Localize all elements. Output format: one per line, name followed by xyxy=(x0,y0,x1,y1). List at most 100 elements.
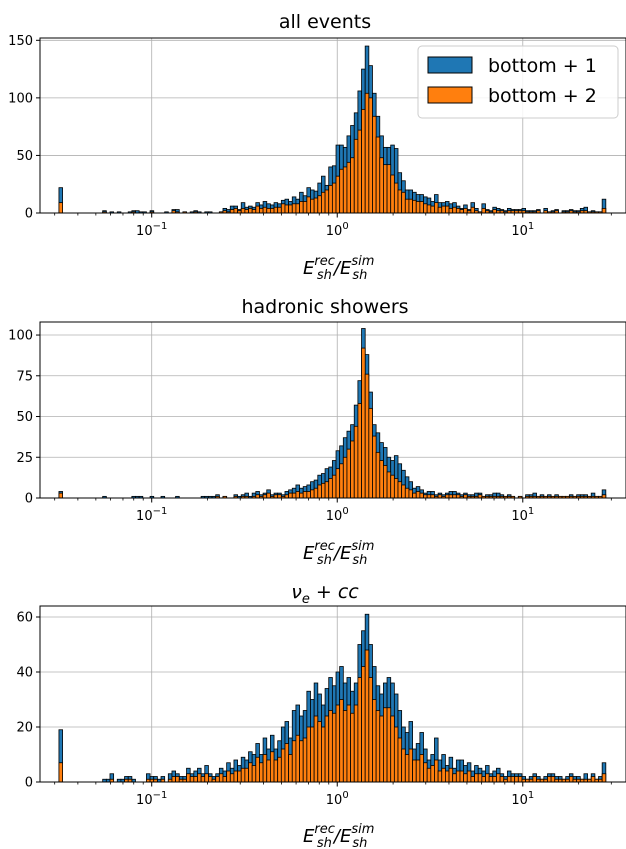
bar xyxy=(441,767,446,783)
bar xyxy=(310,726,315,783)
x-tick-base: 10 xyxy=(326,793,343,808)
bar xyxy=(251,765,257,783)
bar xyxy=(269,207,275,214)
xlabel-e1: E xyxy=(303,826,315,847)
bar xyxy=(317,721,322,783)
bar xyxy=(550,776,556,783)
x-tick-base: 10 xyxy=(136,793,153,808)
bar xyxy=(419,492,424,499)
bar xyxy=(353,704,359,783)
bar xyxy=(331,474,337,499)
x-tick-label: 101 xyxy=(511,221,534,239)
y-tick-label: 50 xyxy=(16,149,33,164)
bar xyxy=(262,754,268,783)
bar xyxy=(222,776,228,783)
bar xyxy=(393,182,399,214)
bar xyxy=(430,765,435,783)
bar xyxy=(379,715,384,783)
bar xyxy=(466,770,472,783)
bar xyxy=(277,206,282,214)
bar xyxy=(510,776,516,783)
x-tick-label: 10−1 xyxy=(136,506,167,524)
bar xyxy=(444,770,450,783)
bar xyxy=(229,209,235,214)
bar xyxy=(208,776,213,783)
xlabel-sup2: sim xyxy=(351,254,374,269)
bar xyxy=(288,204,293,214)
y-tick-label: 0 xyxy=(25,207,33,222)
bar xyxy=(547,776,552,783)
x-tick-label: 100 xyxy=(326,506,349,524)
bar xyxy=(401,484,406,499)
x-tick-label: 100 xyxy=(326,221,349,239)
y-tick-label: 150 xyxy=(8,34,33,49)
bar xyxy=(346,448,352,499)
bar xyxy=(357,129,362,214)
bar xyxy=(328,478,333,499)
bar xyxy=(383,707,388,783)
bar xyxy=(342,456,348,499)
bar xyxy=(401,748,406,783)
bar xyxy=(408,489,413,499)
bar xyxy=(481,207,486,214)
y-tick-label: 0 xyxy=(25,776,33,791)
bar xyxy=(372,115,377,214)
bar xyxy=(339,699,344,783)
bar xyxy=(280,203,286,214)
bar xyxy=(393,478,399,499)
bar xyxy=(331,712,337,783)
bar xyxy=(444,205,450,214)
bar xyxy=(324,715,330,783)
bar xyxy=(306,196,311,214)
bar xyxy=(404,198,410,214)
bar xyxy=(452,206,457,214)
bar xyxy=(321,482,326,499)
x-tick-exponent: 0 xyxy=(342,221,348,232)
series-2 xyxy=(58,347,607,499)
legend: bottom + 1 bottom + 2 xyxy=(417,45,619,119)
bar xyxy=(262,206,268,214)
y-tick-label: 20 xyxy=(16,721,33,736)
xlabel-e1: E xyxy=(303,258,315,279)
bar xyxy=(197,773,202,783)
bar xyxy=(590,776,596,783)
bar xyxy=(350,440,355,499)
x-tick-label: 100 xyxy=(326,790,349,808)
bar xyxy=(448,207,454,214)
bar xyxy=(266,759,271,783)
y-tick-label: 50 xyxy=(16,410,33,425)
bar xyxy=(273,759,279,783)
bar xyxy=(277,756,282,783)
y-tick-label: 25 xyxy=(16,451,33,466)
bar xyxy=(404,487,410,499)
series-2 xyxy=(58,92,607,214)
bar xyxy=(339,168,344,214)
bar xyxy=(193,776,198,783)
bar xyxy=(335,704,341,783)
legend-label: bottom + 2 xyxy=(488,85,597,107)
bar xyxy=(375,710,381,783)
bar xyxy=(386,707,392,783)
bar xyxy=(485,773,490,783)
bar xyxy=(393,726,399,783)
bar xyxy=(244,767,249,783)
bar xyxy=(273,206,279,214)
bar xyxy=(419,754,424,783)
bar xyxy=(226,770,231,783)
bar xyxy=(383,164,388,214)
bar xyxy=(266,492,271,499)
bar xyxy=(386,164,392,214)
bar xyxy=(375,451,381,499)
xlabel-e2: E xyxy=(340,543,352,564)
bar xyxy=(441,205,446,214)
bar xyxy=(266,207,271,214)
x-tick-exponent: 1 xyxy=(528,221,534,232)
xlabel-sub1: sh xyxy=(317,268,332,283)
bar xyxy=(601,773,607,783)
bar xyxy=(459,770,465,783)
bar xyxy=(310,198,315,214)
bar xyxy=(426,204,432,214)
bar xyxy=(269,751,275,783)
bar xyxy=(342,710,348,783)
